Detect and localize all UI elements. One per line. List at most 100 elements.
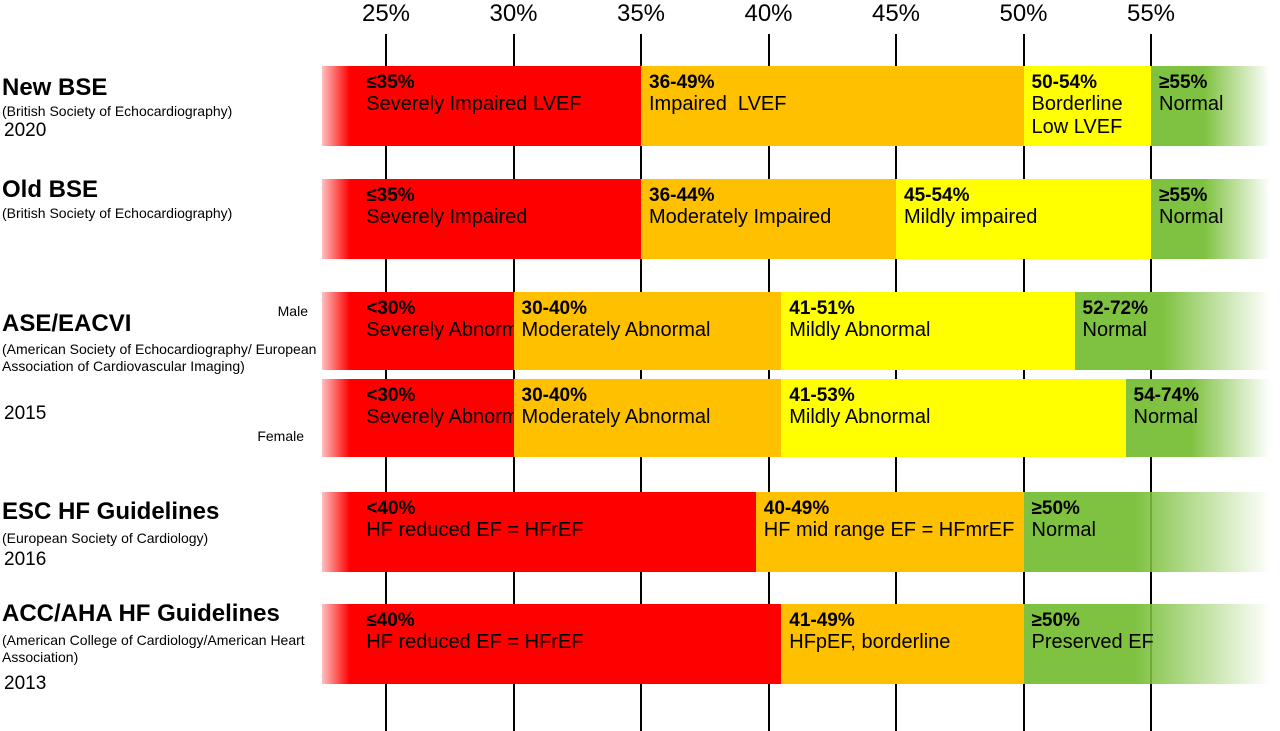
segment-text: 36-44% Moderately Impaired bbox=[649, 185, 831, 229]
segment-text: <30% Severely Abnormal bbox=[366, 298, 534, 342]
guideline-subtitle: (European Society of Cardiology) bbox=[2, 530, 209, 546]
band-segment-green: ≥50% Normal bbox=[1023, 492, 1270, 572]
band-segment-orange: 36-49% Impaired LVEF bbox=[641, 66, 1024, 146]
segment-label: Moderately Impaired bbox=[649, 206, 832, 228]
segment-text: 40-49% HF mid range EF = HFmrEF bbox=[764, 498, 1015, 542]
guideline-year: 2020 bbox=[4, 120, 47, 141]
band-segment-green: ≥55% Normal bbox=[1151, 179, 1270, 259]
segment-range: 50-54% bbox=[1031, 72, 1098, 93]
guideline-band: <30% Severely Abnormal 30-40% Moderately Ab… bbox=[320, 292, 1270, 370]
segment-text: 45-54% Mildly impaired bbox=[904, 185, 1037, 229]
band-segment-red: <30% Severely Abnormal bbox=[322, 292, 534, 370]
segment-label: Normal bbox=[1082, 319, 1147, 341]
segment-range: 30-40% bbox=[521, 385, 588, 406]
guideline-title: Old BSE bbox=[2, 176, 99, 203]
sex-label-female: Female bbox=[257, 428, 304, 444]
segment-label: HFpEF, borderline bbox=[789, 631, 951, 653]
segment-label: Severely Abnormal bbox=[366, 319, 535, 341]
segment-range: 41-49% bbox=[789, 610, 855, 631]
segment-label: Preserved EF bbox=[1031, 631, 1154, 653]
band-segment-yellow: 45-54% Mildly impaired bbox=[896, 179, 1151, 259]
guideline-band: ≤35% Severely Impaired LVEF 36-49% Impaired… bbox=[320, 66, 1270, 146]
segment-label: HF mid range EF = HFmrEF bbox=[763, 519, 1015, 541]
segment-text: 41-49% HFpEF, borderline bbox=[789, 610, 950, 654]
guideline-title: ESC HF Guidelines bbox=[2, 498, 220, 525]
band-segment-red: <30% Severely Abnormal bbox=[322, 379, 534, 457]
segment-label: Normal bbox=[1133, 406, 1198, 428]
segment-text: ≥50% Normal bbox=[1032, 498, 1096, 542]
axis-tick-label: 50% bbox=[999, 0, 1048, 27]
segment-range: 54-74% bbox=[1133, 385, 1200, 406]
segment-label: HF reduced EF = HFrEF bbox=[366, 519, 584, 541]
segment-text: 52-72% Normal bbox=[1083, 298, 1149, 342]
guideline-band: <30% Severely Abnormal 30-40% Moderately Ab… bbox=[320, 379, 1270, 457]
segment-text: 41-51% Mildly Abnormal bbox=[789, 298, 930, 342]
segment-label: HF reduced EF = HFrEF bbox=[366, 631, 584, 653]
segment-text: 30-40% Moderately Abnormal bbox=[522, 385, 711, 429]
segment-label: Moderately Abnormal bbox=[521, 406, 711, 428]
segment-range: ≥55% bbox=[1159, 185, 1208, 206]
band-segment-green: 52-72% Normal bbox=[1074, 292, 1270, 370]
band-segment-red: ≤40% HF reduced EF = HFrEF bbox=[322, 604, 782, 684]
segment-range: 45-54% bbox=[904, 185, 970, 206]
segment-text: ≥55% Normal bbox=[1159, 72, 1223, 116]
segment-range: <30% bbox=[366, 298, 416, 319]
axis-tick-label: 45% bbox=[871, 0, 921, 27]
segment-text: 36-49% Impaired LVEF bbox=[649, 72, 786, 116]
segment-label: Normal bbox=[1159, 93, 1224, 115]
segment-label: Severely Abnormal bbox=[366, 406, 535, 428]
segment-text: 54-74% Normal bbox=[1134, 385, 1200, 429]
axis-tick-label: 35% bbox=[616, 0, 666, 27]
band-segment-orange: 36-44% Moderately Impaired bbox=[641, 179, 896, 259]
guideline-year: 2015 bbox=[4, 403, 47, 424]
axis-tick-label: 55% bbox=[1126, 0, 1176, 27]
segment-label: Borderline Low LVEF bbox=[1031, 93, 1123, 138]
segment-range: 30-40% bbox=[521, 298, 588, 319]
guideline-band: ≤40% HF reduced EF = HFrEF 41-49% HFpEF, bo… bbox=[320, 604, 1270, 684]
segment-text: <40% HF reduced EF = HFrEF bbox=[366, 498, 583, 542]
segment-range: <30% bbox=[366, 385, 416, 406]
segment-label: Moderately Abnormal bbox=[521, 319, 711, 341]
segment-range: 36-44% bbox=[649, 185, 715, 206]
segment-text: <30% Severely Abnormal bbox=[366, 385, 534, 429]
band-segment-red: ≤35% Severely Impaired LVEF bbox=[322, 66, 641, 146]
segment-label: Severely Impaired LVEF bbox=[366, 93, 582, 115]
segment-label: Mildly impaired bbox=[904, 206, 1038, 228]
segment-label: Normal bbox=[1031, 519, 1096, 541]
band-segment-red: ≤35% Severely Impaired bbox=[322, 179, 641, 259]
guideline-band: <40% HF reduced EF = HFrEF 40-49% HF mid ra… bbox=[320, 492, 1270, 572]
guideline-title: New BSE bbox=[2, 74, 108, 101]
guideline-band: ≤35% Severely Impaired 36-44% Moderately Im… bbox=[320, 179, 1270, 259]
segment-range: ≤35% bbox=[366, 72, 415, 93]
segment-range: ≥55% bbox=[1159, 72, 1208, 93]
segment-range: ≥50% bbox=[1031, 498, 1080, 519]
segment-text: ≤35% Severely Impaired LVEF bbox=[366, 72, 581, 116]
segment-range: <40% bbox=[366, 498, 416, 519]
segment-text: 41-53% Mildly Abnormal bbox=[789, 385, 930, 429]
segment-label: Normal bbox=[1159, 206, 1224, 228]
band-segment-green: ≥55% Normal bbox=[1151, 66, 1270, 146]
segment-range: ≥50% bbox=[1031, 610, 1080, 631]
segment-label: Severely Impaired bbox=[366, 206, 528, 228]
band-segment-red: <40% HF reduced EF = HFrEF bbox=[322, 492, 756, 572]
band-segment-green: 54-74% Normal bbox=[1125, 379, 1270, 457]
guideline-title: ASE/EACVI bbox=[2, 310, 132, 337]
guideline-subtitle: (American College of Cardiology/American… bbox=[2, 632, 305, 665]
segment-text: 50-54% Borderline Low LVEF bbox=[1032, 72, 1123, 139]
band-segment-orange: 30-40% Moderately Abnormal bbox=[513, 292, 782, 370]
segment-range: 52-72% bbox=[1082, 298, 1149, 319]
segment-range: 41-53% bbox=[789, 385, 855, 406]
band-segment-yellow: 41-51% Mildly Abnormal bbox=[781, 292, 1075, 370]
guideline-subtitle: (British Society of Echocardiography) bbox=[2, 205, 233, 221]
segment-range: 41-51% bbox=[789, 298, 855, 319]
segment-label: Mildly Abnormal bbox=[789, 406, 931, 428]
segment-text: 30-40% Moderately Abnormal bbox=[522, 298, 711, 342]
axis-tick-label: 25% bbox=[361, 0, 411, 27]
band-segment-green: ≥50% Preserved EF bbox=[1023, 604, 1270, 684]
segment-range: ≤40% bbox=[366, 610, 415, 631]
guideline-year: 2016 bbox=[4, 549, 47, 570]
band-segment-orange: 40-49% HF mid range EF = HFmrEF bbox=[755, 492, 1024, 572]
band-segment-orange: 30-40% Moderately Abnormal bbox=[513, 379, 782, 457]
axis-tick-label: 30% bbox=[489, 0, 538, 27]
